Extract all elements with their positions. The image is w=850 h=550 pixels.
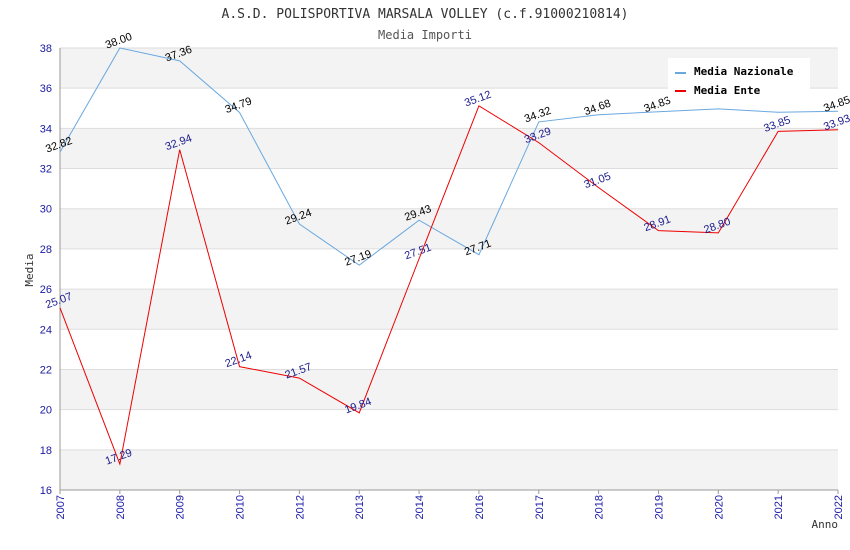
- legend: Media Nazionale Media Ente: [668, 58, 810, 100]
- x-tick-label: 2019: [653, 495, 665, 519]
- grid-band: [60, 449, 838, 490]
- y-tick-label: 38: [40, 43, 52, 55]
- y-tick-label: 20: [40, 405, 52, 417]
- legend-label-nazionale: Media Nazionale: [694, 65, 794, 78]
- legend-label-ente: Media Ente: [694, 84, 761, 97]
- grid-lines: [60, 47, 838, 491]
- y-tick-labels: 16 18 20 22 24 26 28 30 32 34 36 38: [40, 43, 52, 497]
- data-label-nazionale: 34.32: [523, 105, 553, 126]
- x-tick-label: 2013: [354, 495, 366, 519]
- legend-background: [668, 58, 810, 100]
- y-tick-label: 16: [40, 485, 52, 497]
- data-label-ente: 31.05: [583, 170, 613, 191]
- grid-bands: [60, 48, 838, 490]
- y-tick-label: 24: [40, 324, 52, 336]
- chart-title: A.S.D. POLISPORTIVA MARSALA VOLLEY (c.f.…: [222, 7, 629, 22]
- grid-band: [60, 289, 838, 330]
- x-tick-label: 2021: [773, 495, 785, 519]
- x-tick-label: 2016: [474, 495, 486, 519]
- y-tick-label: 34: [40, 123, 52, 135]
- x-tick-label: 2012: [294, 495, 306, 519]
- grid-band: [60, 369, 838, 410]
- data-label-ente: 35.12: [463, 89, 493, 110]
- x-tick-label: 2022: [833, 495, 845, 519]
- series-line-ente: [59, 105, 839, 466]
- x-tick-label: 2007: [55, 495, 67, 519]
- x-tick-label: 2018: [594, 495, 606, 519]
- x-tick-label: 2017: [534, 495, 546, 519]
- y-tick-label: 18: [40, 445, 52, 457]
- y-axis-label: Media: [23, 253, 36, 286]
- series-line-nazionale: [59, 47, 839, 266]
- x-tick-label: 2009: [175, 495, 187, 519]
- x-tick-labels: 2007 2008 2009 2010 2012 2013 2014 2016 2017 2018…: [55, 495, 845, 519]
- grid-band: [60, 208, 838, 249]
- y-tick-label: 28: [40, 244, 52, 256]
- y-tick-label: 22: [40, 364, 52, 376]
- x-axis-label: Anno: [812, 518, 839, 531]
- y-tick-label: 36: [40, 83, 52, 95]
- x-tick-label: 2010: [235, 495, 247, 519]
- x-tick-label: 2008: [115, 495, 127, 519]
- data-label-nazionale: 34.79: [224, 95, 254, 116]
- x-tick-label: 2020: [713, 495, 725, 519]
- axes: [59, 48, 839, 494]
- grid-band: [60, 128, 838, 169]
- chart-subtitle: Media Importi: [378, 28, 472, 42]
- y-tick-label: 32: [40, 164, 52, 176]
- x-tick-label: 2014: [414, 495, 426, 519]
- y-tick-label: 30: [40, 204, 52, 216]
- data-label-ente: 22.14: [224, 349, 254, 370]
- y-tick-label: 26: [40, 284, 52, 296]
- data-label-nazionale: 27.19: [343, 248, 373, 269]
- series-lines: [59, 47, 839, 466]
